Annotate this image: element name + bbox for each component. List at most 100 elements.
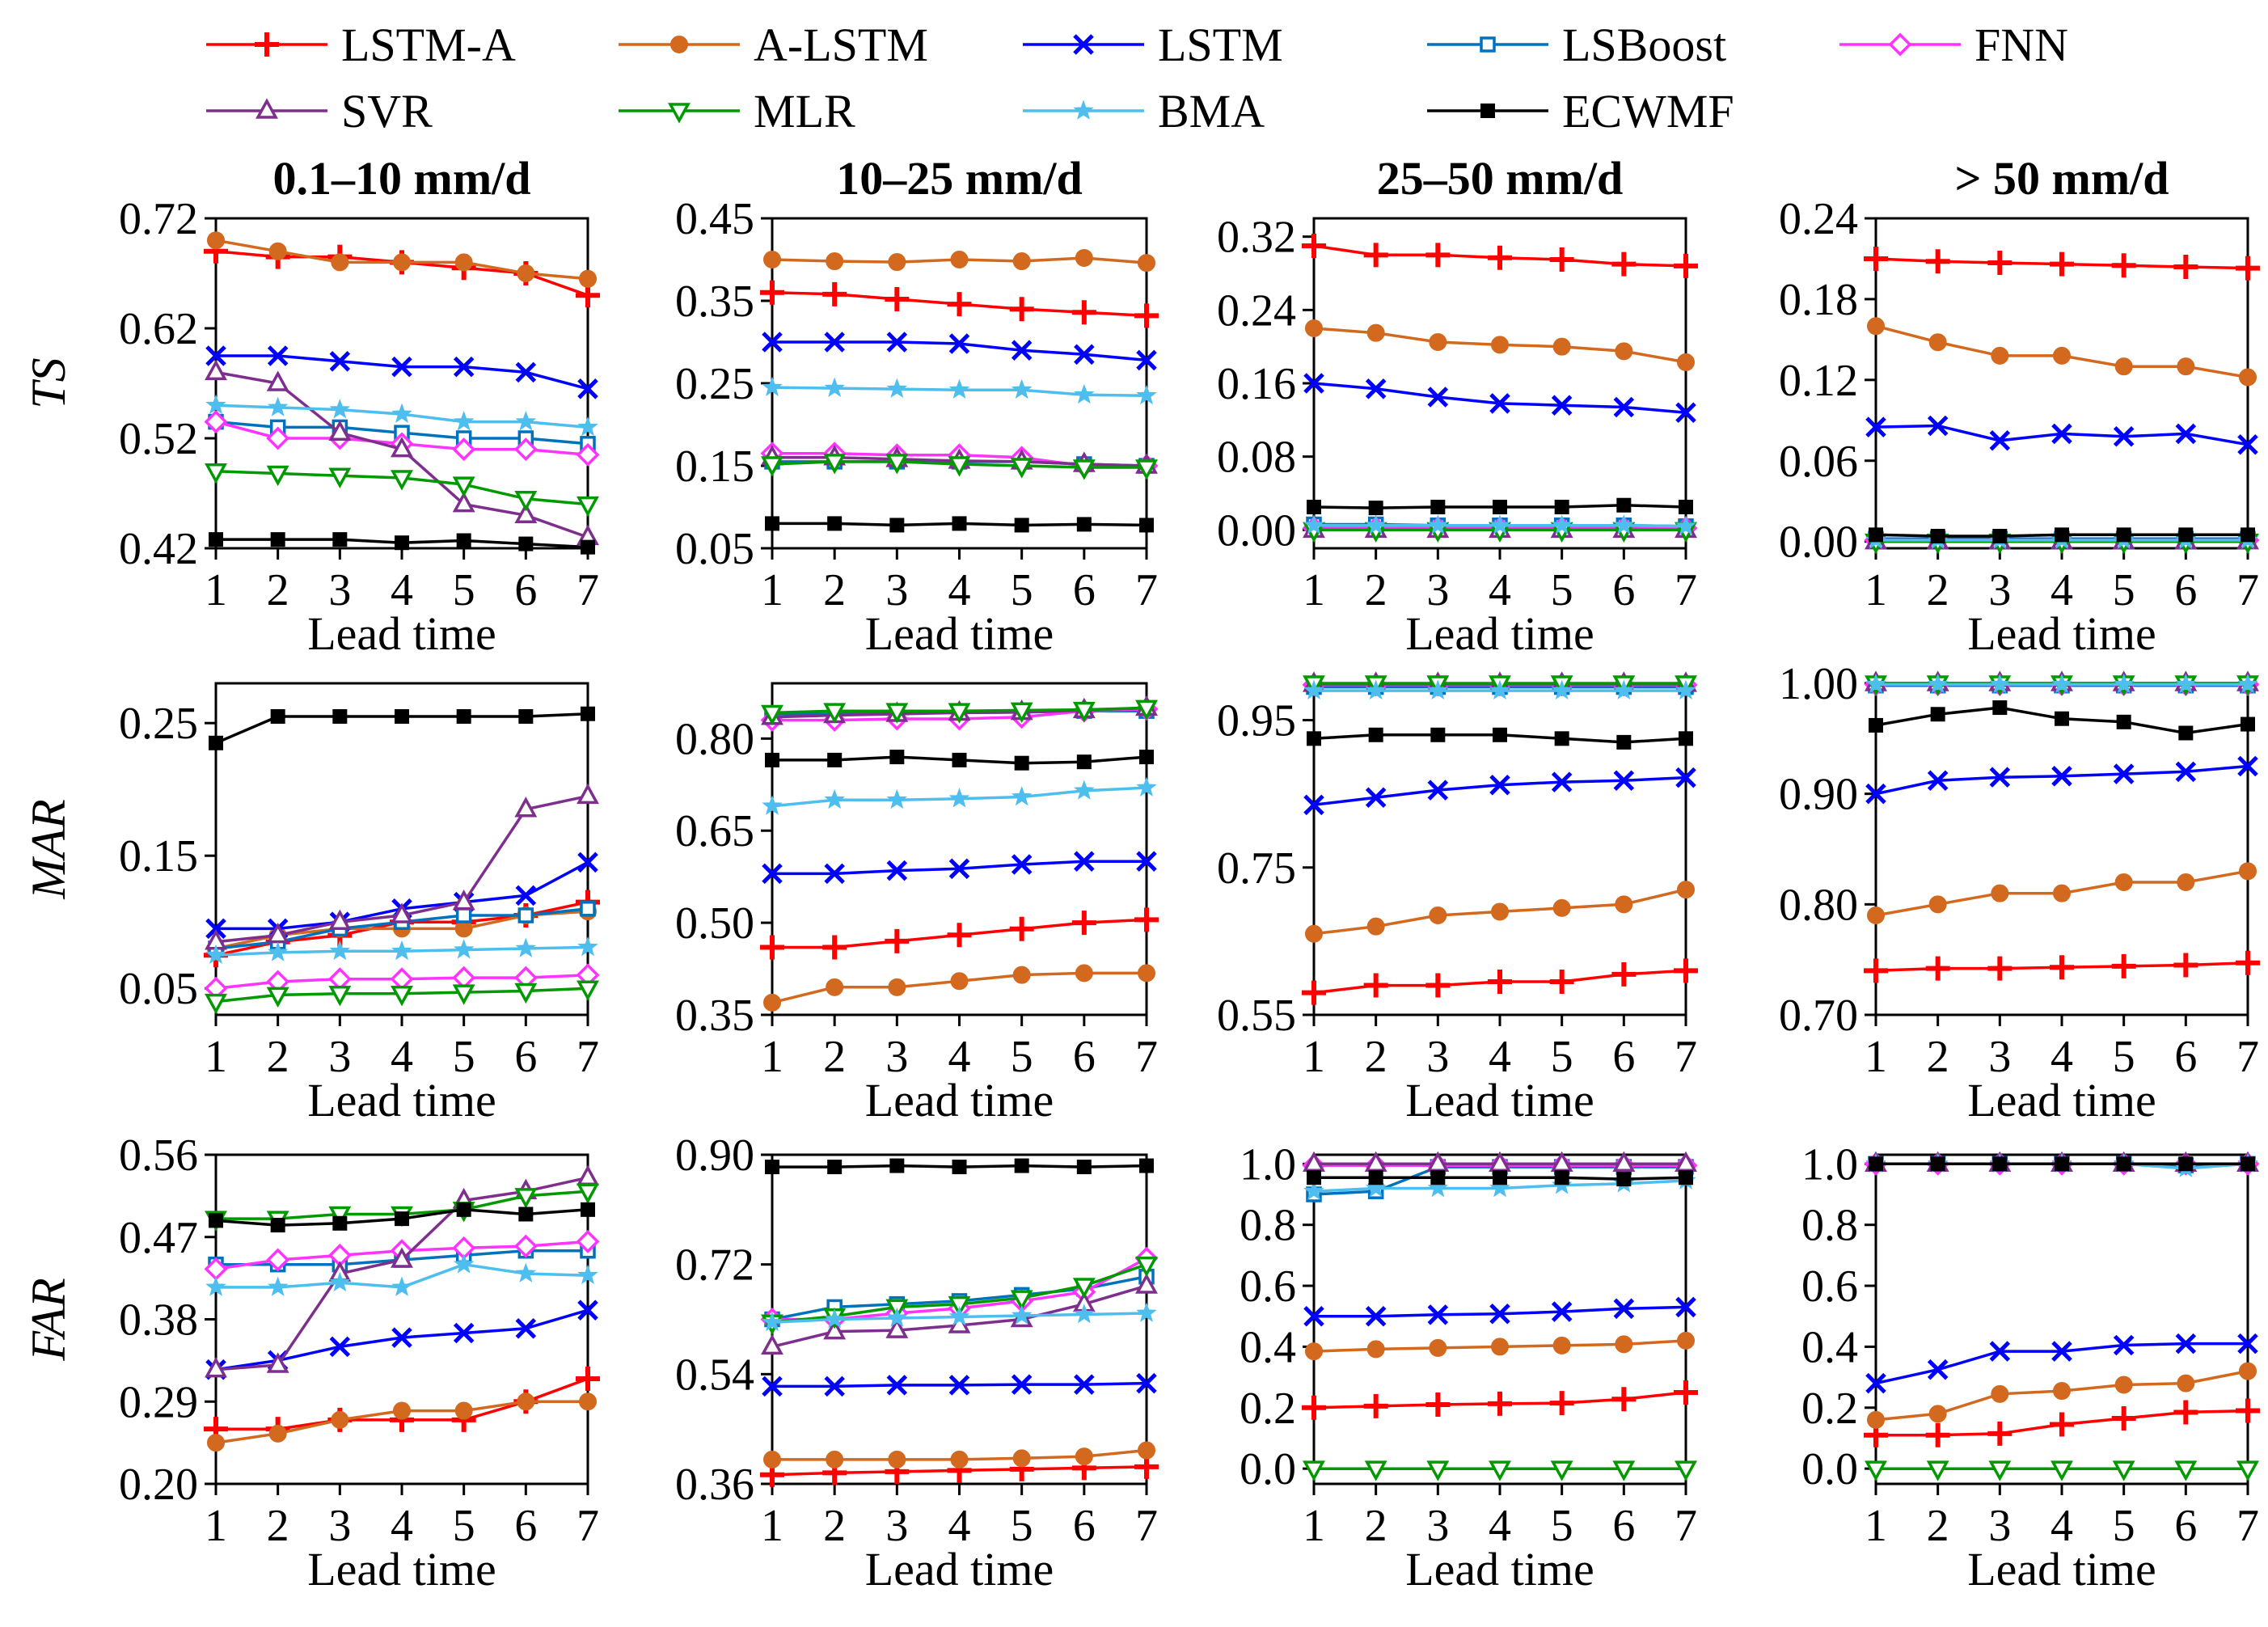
- series-svr: [205, 783, 599, 950]
- x-tick-label: 3: [1988, 565, 2011, 615]
- data-point-lstm: [329, 1336, 351, 1358]
- data-point-bma: [1865, 673, 1886, 694]
- x-axis-label: Lead time: [307, 1543, 496, 1595]
- data-point-a-lstm: [1429, 906, 1447, 924]
- data-point-a-lstm: [1138, 1441, 1155, 1460]
- data-point-lstm: [886, 860, 908, 881]
- data-point-a-lstm: [1012, 252, 1031, 271]
- data-point-bma: [1427, 514, 1449, 535]
- data-point-lstm: [824, 332, 845, 353]
- y-tick-label: 0.72: [675, 1240, 754, 1291]
- data-point-a-lstm: [1552, 898, 1571, 917]
- data-point-lstm-a: [1488, 1391, 1512, 1416]
- data-point-svr: [452, 491, 475, 513]
- data-point-lstm: [515, 1318, 537, 1339]
- data-point-a-lstm: [2177, 1374, 2195, 1392]
- x-axis-label: Lead time: [865, 1074, 1054, 1126]
- data-point-mlr: [885, 703, 909, 724]
- data-point-fnn: [513, 1234, 538, 1258]
- data-point-a-lstm: [393, 1401, 411, 1420]
- x-tick-label: 1: [761, 565, 783, 615]
- data-point-a-lstm: [331, 253, 349, 272]
- data-point-bma: [1011, 378, 1033, 399]
- data-point-lstm: [948, 1375, 970, 1396]
- x-tick-label: 6: [514, 1032, 537, 1082]
- data-point-ecwmf: [889, 518, 905, 533]
- data-point-ecwmf: [1430, 1170, 1446, 1185]
- data-point-ecwmf: [889, 750, 905, 765]
- series-lstm: [1865, 415, 2258, 455]
- y-tick-label: 0.80: [1779, 880, 1858, 930]
- data-point-bma: [762, 795, 783, 815]
- data-point-lstm: [1427, 780, 1449, 801]
- data-point-lstm-a: [1549, 970, 1574, 994]
- data-point-mlr: [514, 491, 538, 512]
- data-point-a-lstm: [1552, 337, 1571, 356]
- series-ecwmf: [765, 1158, 1154, 1175]
- data-point-a-lstm: [454, 1401, 473, 1420]
- data-point-a-lstm: [1867, 906, 1885, 924]
- x-axis-label: Lead time: [1405, 1074, 1594, 1126]
- series-group: [1302, 671, 1698, 1005]
- y-tick-label: 0.56: [119, 1130, 198, 1181]
- data-point-lstm: [1303, 373, 1324, 394]
- x-axis-label: Lead time: [307, 607, 496, 660]
- data-point-a-lstm: [1075, 964, 1093, 983]
- data-point-lstm-a: [1925, 1422, 1950, 1447]
- legend-label-ecwmf: ECWMF: [1562, 85, 1734, 137]
- data-point-ecwmf: [1307, 1170, 1321, 1185]
- x-tick-label: 6: [2174, 1032, 2197, 1082]
- data-point-lstm-a: [1425, 1392, 1451, 1418]
- data-point-mlr: [328, 467, 352, 488]
- data-point-lstm-a: [1674, 958, 1698, 983]
- series-group: [1864, 670, 2260, 983]
- data-point-bma: [1365, 679, 1387, 699]
- series-a-lstm: [1305, 881, 1695, 943]
- x-tick-label: 1: [761, 1501, 783, 1551]
- data-point-lstm-a: [822, 281, 847, 306]
- legend-item-lstm-a: LSTM-A: [206, 19, 516, 71]
- data-point-mlr: [823, 703, 847, 724]
- data-point-bma: [1989, 673, 2011, 694]
- y-tick-label: 0.65: [675, 806, 754, 856]
- data-point-ecwmf: [1368, 501, 1383, 516]
- data-point-mlr: [1865, 1460, 1887, 1481]
- data-point-lstm-a: [2050, 251, 2074, 277]
- data-point-mlr: [948, 456, 971, 477]
- data-point-ecwmf: [581, 539, 595, 555]
- data-point-ecwmf: [1430, 727, 1446, 742]
- x-tick-label: 7: [1135, 1501, 1158, 1551]
- data-point-lstm-a: [947, 292, 972, 317]
- series-lstm: [205, 345, 598, 399]
- data-point-ecwmf: [1554, 1170, 1569, 1185]
- data-point-lstm: [205, 345, 226, 366]
- series-a-lstm: [763, 1441, 1155, 1469]
- x-tick-label: 1: [205, 1032, 227, 1082]
- y-tick-label: 0.45: [675, 194, 754, 244]
- series-lstm-a: [1864, 246, 2260, 281]
- data-point-ecwmf: [827, 1160, 843, 1175]
- legend-marker-mlr: [668, 103, 691, 124]
- data-point-ecwmf: [1869, 1156, 1883, 1172]
- x-tick-label: 6: [514, 565, 537, 615]
- data-point-mlr: [1135, 1256, 1158, 1278]
- x-tick-label: 6: [1612, 1501, 1635, 1551]
- data-point-lstm-a: [2236, 950, 2260, 975]
- data-point-lstm: [2051, 423, 2072, 445]
- series-ecwmf: [1869, 527, 2255, 544]
- data-point-a-lstm: [1867, 1410, 1885, 1429]
- data-point-ecwmf: [581, 706, 595, 721]
- x-tick-label: 7: [2236, 1032, 2259, 1082]
- series-ecwmf: [765, 516, 1154, 533]
- data-point-a-lstm: [1075, 1447, 1093, 1466]
- data-point-mlr: [1926, 1460, 1949, 1481]
- x-tick-label: 2: [1365, 565, 1387, 615]
- x-tick-label: 5: [1551, 565, 1573, 615]
- panel-r2-c4: 0.70 0.80 0.90 1.00 1 2 3 4 5 6 7 Lead time: [1779, 659, 2260, 1126]
- series-ecwmf: [1869, 1156, 2255, 1172]
- data-point-bma: [1675, 515, 1696, 535]
- data-point-a-lstm: [888, 253, 906, 272]
- data-point-mlr: [761, 704, 783, 726]
- x-tick-label: 4: [391, 565, 413, 615]
